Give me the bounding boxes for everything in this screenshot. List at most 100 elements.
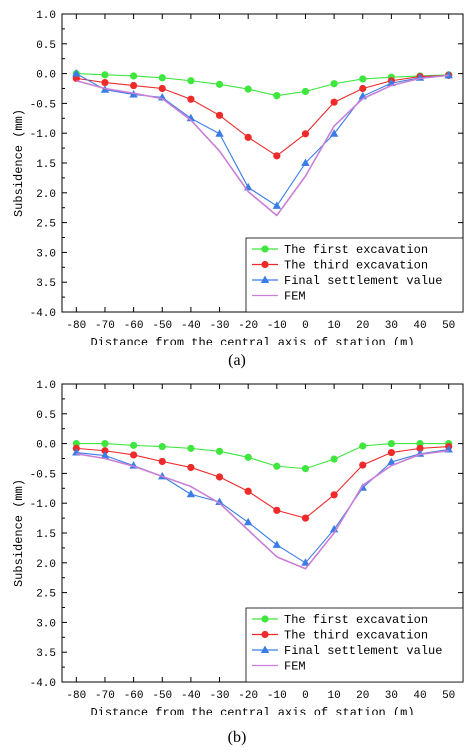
- chart-0-xtick-label: -50: [152, 320, 172, 332]
- chart-1-ytick-label: 2.0: [36, 559, 56, 571]
- chart-1-legend-marker-the-first-excavation: [261, 615, 269, 623]
- chart-0-point-the-first-excavation: [244, 85, 252, 93]
- chart-1-point-the-third-excavation: [273, 506, 281, 514]
- chart-1-xtick-label: 0: [302, 690, 309, 702]
- chart-0-x-axis-label: Distance from the central axis of statio…: [90, 336, 414, 345]
- chart-0-point-final-settlement-value: [329, 129, 339, 137]
- chart-0-legend-label-the-third-excavation: The third excavation: [284, 259, 428, 273]
- chart-1-point-the-first-excavation: [101, 440, 109, 448]
- chart-1-ytick-label: 0.0: [36, 440, 56, 452]
- chart-1-legend-label-the-third-excavation: The third excavation: [284, 629, 428, 643]
- chart-0-point-the-first-excavation: [158, 74, 166, 82]
- chart-0-point-the-third-excavation: [273, 152, 281, 160]
- chart-1-point-the-first-excavation: [187, 444, 195, 452]
- chart-0-ytick-label: 0.5: [36, 40, 56, 52]
- chart-0-point-the-third-excavation: [330, 98, 338, 106]
- chart-1-point-the-third-excavation: [130, 451, 138, 459]
- chart-0-point-the-first-excavation: [330, 80, 338, 88]
- chart-0-xtick-label: -70: [95, 320, 115, 332]
- chart-1-xtick-label: -70: [95, 690, 115, 702]
- chart-1-legend-box: [245, 607, 464, 683]
- chart-1-point-the-first-excavation: [273, 462, 281, 470]
- chart-0-point-final-settlement-value: [215, 129, 224, 137]
- chart-0-xtick-label: -10: [267, 320, 287, 332]
- chart-0-point-the-third-excavation: [215, 111, 224, 119]
- chart-0-point-the-first-excavation: [359, 75, 367, 83]
- chart-0-xtick-label: -80: [66, 320, 86, 332]
- chart-1-point-the-first-excavation: [244, 453, 252, 461]
- chart-1-point-the-third-excavation: [387, 448, 395, 457]
- chart-0-legend-label-fem: FEM: [284, 290, 306, 304]
- chart-1-ytick-label: -0.5: [30, 469, 56, 481]
- chart-0-point-the-third-excavation: [158, 84, 166, 93]
- chart-0-xtick-label: 50: [442, 320, 455, 332]
- chart-0-ytick-label: 2.5: [36, 219, 56, 231]
- chart-0-point-the-third-excavation: [244, 133, 252, 141]
- chart-1-series-the-first-excavation-line: [76, 443, 449, 470]
- chart-0-legend-label-final-settlement-value: Final settlement value: [284, 274, 442, 288]
- chart-1-xtick-label: 30: [385, 690, 398, 702]
- chart-0-series-the-first-excavation-line: [76, 73, 449, 97]
- chart-0-point-the-third-excavation: [359, 84, 367, 93]
- chart-0-series-fem-line: [76, 74, 449, 217]
- chart-1-xtick-label: -40: [181, 690, 201, 702]
- chart-0-xtick-label: -60: [124, 320, 144, 332]
- chart-1-ytick-label: 2.5: [36, 589, 56, 601]
- chart-0-ytick-label: -1.0: [30, 129, 56, 141]
- chart-1-point-the-third-excavation: [158, 457, 166, 466]
- chart-1-point-the-first-excavation: [359, 442, 367, 450]
- panel-label-b: (b): [227, 729, 247, 746]
- chart-0-point-the-first-excavation: [301, 87, 310, 96]
- chart-0-series-the-third-excavation-line: [76, 74, 449, 157]
- chart-0-ytick-label: 3.5: [36, 278, 56, 290]
- chart-1-legend-label-the-first-excavation: The first excavation: [284, 613, 428, 627]
- chart-0-point-final-settlement-value: [444, 70, 453, 79]
- chart-0-point-the-first-excavation: [130, 72, 138, 80]
- chart-1-y-axis-label: Subsidence (mm): [12, 479, 26, 587]
- chart-1-ytick-label: -4.0: [30, 678, 56, 690]
- chart-1-legend-label-final-settlement-value: Final settlement value: [284, 644, 442, 658]
- chart-0-legend-marker-the-third-excavation: [261, 260, 269, 269]
- chart-1-xtick-label: -50: [152, 690, 172, 702]
- chart-0-xtick-label: 10: [328, 320, 341, 332]
- chart-0-legend-box: [245, 237, 464, 313]
- chart-1-ytick-label: 3.0: [36, 618, 56, 630]
- chart-0-xtick-label: 0: [302, 320, 309, 332]
- chart-0-point-final-settlement-value: [301, 158, 310, 166]
- chart-1-point-the-third-excavation: [101, 447, 109, 455]
- chart-a: 1.00.50.0-0.5-1.01.52.02.53.03.5-4.0-80-…: [12, 10, 464, 345]
- chart-1-point-final-settlement-value: [243, 517, 253, 526]
- chart-0-ytick-label: 3.0: [36, 248, 56, 260]
- chart-0-point-the-third-excavation: [301, 130, 310, 138]
- chart-0-ytick-label: 1.0: [36, 10, 56, 22]
- chart-1-point-the-third-excavation: [359, 461, 367, 469]
- chart-1-series-fem-line: [76, 449, 449, 570]
- chart-0-legend-label-the-first-excavation: The first excavation: [284, 243, 428, 257]
- chart-0-ytick-label: -4.0: [30, 308, 56, 320]
- chart-1-point-final-settlement-value: [215, 497, 224, 506]
- chart-0-point-the-third-excavation: [130, 81, 138, 90]
- chart-0-legend-marker-final-settlement-value: [260, 275, 270, 283]
- chart-1-point-the-first-excavation: [330, 455, 338, 463]
- chart-1-point-final-settlement-value: [272, 540, 282, 548]
- chart-0-point-the-first-excavation: [187, 77, 195, 85]
- chart-0-point-the-first-excavation: [101, 71, 109, 79]
- chart-1-xtick-label: -30: [210, 690, 230, 702]
- chart-0-ytick-label: 1.5: [36, 159, 56, 171]
- chart-1-xtick-label: 20: [356, 690, 369, 702]
- chart-0-point-final-settlement-value: [72, 69, 81, 77]
- chart-0-y-axis-label: Subsidence (mm): [12, 109, 26, 217]
- chart-1-point-the-third-excavation: [215, 473, 224, 481]
- panel-label-a: (a): [228, 352, 246, 369]
- chart-0-xtick-label: -30: [210, 320, 230, 332]
- chart-1-series-the-third-excavation-line: [76, 446, 449, 519]
- chart-0-legend-marker-the-first-excavation: [261, 245, 269, 253]
- chart-1-legend-marker-the-third-excavation: [261, 630, 269, 639]
- chart-0-xtick-label: 20: [356, 320, 369, 332]
- chart-0-point-the-first-excavation: [273, 92, 281, 100]
- chart-1-ytick-label: 3.5: [36, 648, 56, 660]
- chart-0-ytick-label: -0.5: [30, 99, 56, 111]
- chart-1-xtick-label: 50: [442, 690, 455, 702]
- chart-1-point-the-third-excavation: [416, 444, 424, 452]
- chart-1-point-the-third-excavation: [301, 514, 310, 522]
